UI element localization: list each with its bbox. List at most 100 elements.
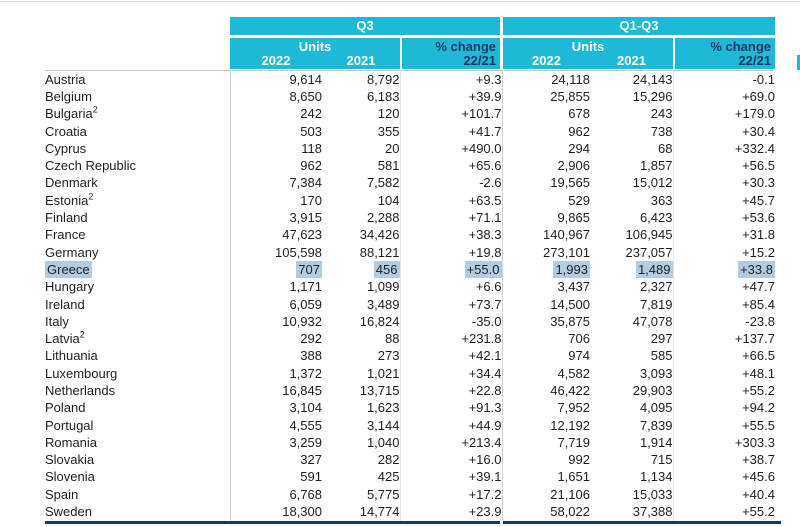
value-text: 294 (568, 140, 590, 156)
value-text: +16.0 (468, 452, 502, 468)
cell-country: Poland (45, 400, 230, 417)
value-text: +33.8 (738, 261, 775, 278)
cell-value: +39.1 (399, 468, 502, 487)
value-text: 974 (568, 348, 590, 364)
value-text: +101.7 (461, 106, 502, 122)
value-text: 1,099 (366, 279, 400, 295)
cell-value: 6,768 (229, 486, 322, 504)
q1q3-change-cell: % change 22/21 (675, 38, 775, 69)
cell-value: +34.4 (399, 365, 502, 383)
value-text: 9,614 (289, 71, 322, 87)
footnote-marker: 2 (88, 192, 94, 202)
value-text: 585 (650, 348, 673, 364)
q3-subheader: Units 2022 2021 % change 22/21 (230, 38, 500, 69)
value-text: 24,118 (551, 71, 590, 87)
value-text: +91.3 (468, 400, 502, 416)
table-row: Cyprus 118 20 +490.0 294 68 +332.4 (45, 140, 775, 158)
value-text: 425 (377, 469, 400, 485)
cell-value: 707 (229, 261, 322, 279)
value-text: +40.4 (742, 486, 775, 502)
country-label: Germany (45, 244, 99, 260)
cell-value: 18,300 (229, 503, 322, 521)
cell-value: 7,719 (501, 434, 590, 452)
value-text: 170 (300, 192, 322, 208)
cell-value: 243 (590, 106, 673, 123)
cell-value: 16,824 (322, 313, 400, 330)
cell-value: +47.7 (672, 278, 775, 296)
value-text: 21,106 (550, 486, 590, 502)
value-text: +22.8 (468, 382, 502, 398)
table-bottom-border-right (503, 521, 781, 524)
value-text: +6.6 (475, 279, 502, 295)
value-text: 3,144 (366, 417, 400, 433)
cell-country: Luxembourg (45, 365, 230, 382)
cell-value: +38.7 (672, 451, 775, 469)
cell-value: 1,372 (229, 365, 322, 383)
cell-country: France (45, 227, 230, 244)
cell-value: +39.9 (399, 88, 502, 106)
cell-value: +23.9 (399, 503, 502, 521)
value-text: 14,500 (550, 296, 590, 312)
cell-value: 8,650 (229, 88, 322, 106)
table-bottom-border-left (45, 521, 500, 524)
cell-value: 529 (501, 192, 590, 210)
value-text: 15,012 (632, 175, 673, 191)
cell-country: Bulgaria2 (45, 106, 230, 123)
country-label: Greece (45, 261, 92, 278)
value-text: 6,768 (289, 486, 322, 502)
table-row: Slovenia 591 425 +39.1 1,651 1,134 +45.6 (45, 468, 775, 487)
value-text: 105,598 (275, 244, 322, 260)
clipped-edge-element (797, 55, 800, 70)
value-text: 68 (658, 140, 673, 156)
cell-value: 363 (590, 192, 673, 209)
cell-value: 355 (322, 123, 400, 140)
table-row: Estonia2 170 104 +63.5 529 363 +45.7 (45, 192, 775, 210)
cell-country: Lithuania (45, 348, 230, 365)
value-text: 10,932 (282, 313, 322, 329)
value-text: 16,845 (282, 382, 322, 398)
value-text: +94.2 (742, 400, 775, 416)
cell-value: +66.5 (672, 347, 775, 366)
value-text: 1,993 (553, 261, 590, 278)
cell-country: Greece (45, 261, 230, 278)
cell-value: 13,715 (322, 382, 400, 399)
value-text: 503 (300, 123, 322, 139)
value-text: +332.4 (734, 140, 775, 156)
cell-value: 20 (322, 140, 400, 157)
country-label: Italy (45, 313, 69, 329)
country-label: Belgium (45, 88, 92, 104)
value-text: 4,582 (557, 365, 590, 381)
value-text: -0.1 (752, 71, 775, 87)
cell-value: 294 (501, 140, 590, 158)
table-row: Denmark 7,384 7,582 -2.6 19,565 15,012 +30.3 (45, 174, 775, 193)
value-text: +55.0 (464, 261, 502, 278)
q3-title: Q3 (230, 17, 500, 35)
table-body: Austria 9,614 8,792 +9.3 24,118 24,143 -0.1 Bel… (45, 70, 775, 521)
value-text: +44.9 (468, 417, 502, 433)
cell-country: Spain (45, 486, 230, 503)
cell-value: +65.6 (399, 157, 502, 175)
cell-value: 25,855 (501, 88, 590, 106)
value-text: -35.0 (471, 313, 502, 329)
cell-value: +33.8 (672, 261, 775, 279)
table-row: Ireland 6,059 3,489 +73.7 14,500 7,819 +85.4 (45, 295, 775, 314)
value-text: 388 (300, 348, 322, 364)
country-label: Luxembourg (45, 365, 118, 381)
value-text: 7,582 (366, 175, 400, 191)
cell-value: 715 (590, 452, 673, 469)
cell-value: 4,555 (229, 416, 322, 435)
cell-value: 962 (501, 122, 590, 141)
q3-units-label: Units (298, 39, 332, 54)
cell-value: +179.0 (672, 105, 775, 123)
value-text: +38.3 (468, 227, 502, 243)
value-text: +45.6 (742, 469, 775, 485)
cell-value: 35,875 (501, 313, 590, 331)
value-text: 9,865 (557, 210, 590, 226)
value-text: 581 (377, 158, 400, 174)
value-text: +73.7 (468, 296, 502, 312)
value-text: 104 (377, 192, 400, 208)
country-label: Czech Republic (45, 158, 137, 174)
country-label: Hungary (45, 279, 95, 295)
value-text: 16,824 (359, 313, 400, 329)
value-text: 2,327 (639, 279, 673, 295)
